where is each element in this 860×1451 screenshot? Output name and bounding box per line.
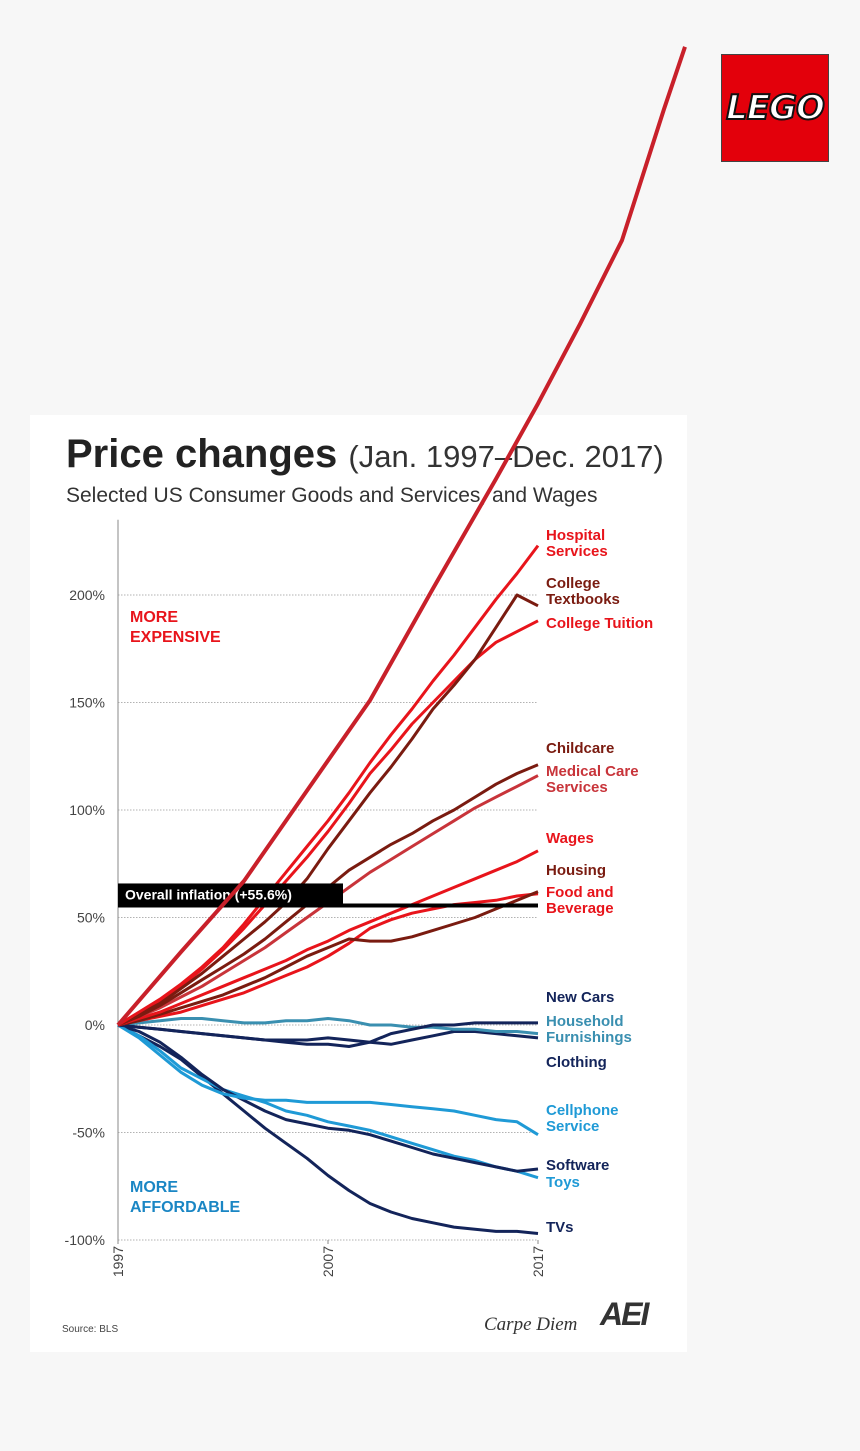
- y-tick-label: 0%: [85, 1017, 105, 1033]
- lego-logo: LEGO: [721, 54, 829, 162]
- series-line: [117, 1023, 539, 1136]
- series-label: College Textbooks: [546, 575, 620, 608]
- series-label: Clothing: [546, 1054, 607, 1071]
- y-tick-label: 150%: [69, 695, 105, 711]
- series-line: [117, 1021, 538, 1048]
- brand-logo: AEI: [600, 1296, 649, 1332]
- logo-text: LEGO: [725, 87, 826, 129]
- series-label: Software: [546, 1157, 610, 1174]
- annotation: MORE EXPENSIVE: [130, 609, 221, 646]
- series-label: Toys: [546, 1174, 580, 1191]
- series-label: TVs: [546, 1219, 574, 1236]
- series-label: Hospital Services: [546, 527, 608, 560]
- brand: Carpe Diem: [484, 1314, 578, 1335]
- series-label: Housing: [546, 862, 606, 879]
- series-label: Food and Beverage: [546, 884, 614, 917]
- y-tick-label: 100%: [69, 802, 105, 818]
- series-label: Wages: [546, 830, 594, 847]
- series-line: [117, 849, 539, 1027]
- series-line: [117, 1023, 539, 1173]
- x-tick-label: 2017: [530, 1246, 546, 1277]
- series-line: [117, 544, 540, 1027]
- x-tick-label: 2007: [320, 1246, 336, 1277]
- series-label: Household Furnishings: [546, 1013, 632, 1046]
- series-line: [117, 1023, 539, 1235]
- y-tick-label: 50%: [77, 910, 105, 926]
- source: Source: BLS: [62, 1324, 119, 1335]
- y-tick-label: 200%: [69, 587, 105, 603]
- series-label: College Tuition: [546, 615, 654, 632]
- series-label: Childcare: [546, 740, 615, 757]
- y-tick-label: -100%: [65, 1232, 105, 1248]
- y-tick-label: -50%: [72, 1125, 105, 1141]
- title-main: Price changes: [66, 432, 338, 476]
- annotation: MORE AFFORDABLE: [130, 1179, 241, 1216]
- series-label: New Cars: [546, 989, 615, 1006]
- series-line: [117, 1017, 539, 1036]
- title-range: (Jan. 1997–Dec. 2017): [348, 439, 664, 474]
- series-line: [117, 890, 539, 1027]
- series-line: [117, 892, 539, 1027]
- x-tick-label: 1997: [110, 1246, 126, 1277]
- series-line: [117, 1023, 539, 1180]
- series-label: Medical Care Services: [546, 763, 639, 796]
- chart-subtitle: Selected US Consumer Goods and Services,…: [66, 484, 598, 507]
- chart-title: Price changes (Jan. 1997–Dec. 2017): [66, 432, 664, 477]
- inflation-label: Overall inflation (+55.6%): [125, 886, 292, 902]
- series-label: Cellphone Service: [546, 1102, 619, 1135]
- series-line: [116, 46, 687, 1027]
- series-line: [117, 593, 539, 1027]
